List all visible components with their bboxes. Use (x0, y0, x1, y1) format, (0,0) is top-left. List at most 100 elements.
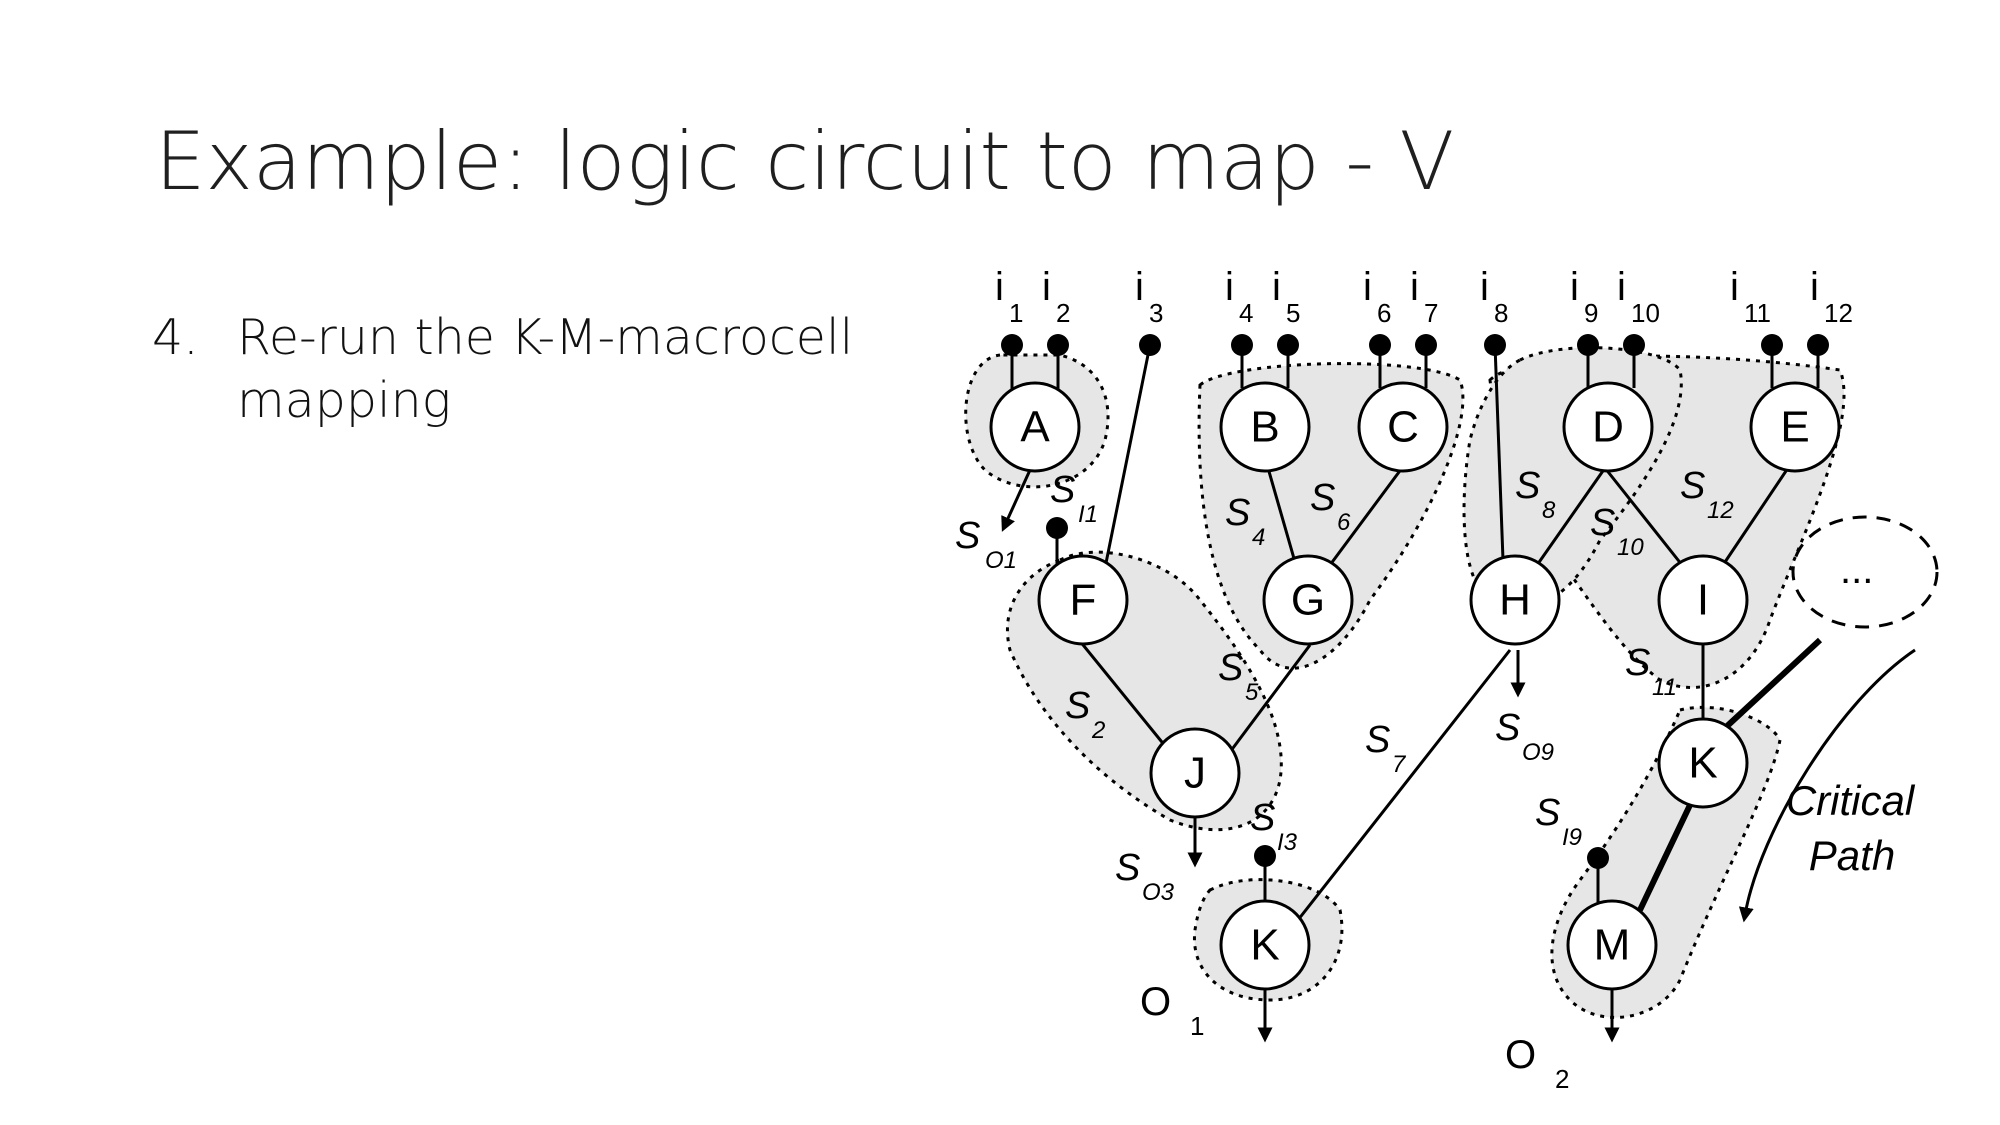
svg-text:S: S (1495, 707, 1520, 749)
signal-so1: SO1 (955, 515, 1017, 574)
svg-text:I1: I1 (1078, 501, 1098, 528)
svg-text:S: S (955, 515, 980, 557)
slide-title: Example: logic circuit to map - V (155, 115, 1455, 208)
input-label-i2: i2 (1042, 265, 1070, 328)
svg-text:S: S (1050, 469, 1075, 511)
input-label-i8: i8 (1480, 265, 1508, 328)
svg-text:i: i (1480, 265, 1489, 309)
bullet-number: 4. (152, 309, 199, 366)
signal-s8: S8 (1515, 465, 1556, 524)
signal-so3: SO3 (1115, 847, 1175, 906)
svg-text:S: S (1115, 847, 1140, 889)
svg-text:D: D (1592, 403, 1624, 452)
critical-path-label: Critical Path (1786, 777, 1916, 879)
node-k2: K (1657, 717, 1749, 809)
svg-text:S: S (1515, 465, 1540, 507)
svg-text:S: S (1065, 685, 1090, 727)
svg-text:S: S (1250, 797, 1275, 839)
svg-text:i: i (1363, 265, 1372, 309)
svg-text:12: 12 (1707, 497, 1734, 524)
svg-text:2: 2 (1056, 298, 1070, 328)
svg-text:Path: Path (1809, 832, 1895, 879)
svg-text:i: i (1570, 265, 1579, 309)
signal-s12: S12 (1680, 465, 1734, 524)
svg-text:11: 11 (1744, 298, 1771, 328)
svg-text:i: i (1272, 265, 1281, 309)
node-e: E (1749, 381, 1841, 473)
svg-text:I: I (1697, 576, 1709, 625)
svg-text:B: B (1250, 403, 1279, 452)
signal-si3: SI3 (1250, 797, 1298, 856)
input-label-i1: i1 (995, 265, 1023, 328)
svg-text:A: A (1020, 403, 1050, 452)
input-labels: i1 i2 i3 i4 i5 i6 i7 i8 i9 i10 i11 i12 (995, 265, 1853, 328)
signal-s6: S6 (1310, 477, 1351, 536)
svg-text:3: 3 (1149, 298, 1163, 328)
svg-text:O: O (1505, 1033, 1536, 1077)
svg-text:K: K (1688, 739, 1717, 788)
svg-text:O9: O9 (1522, 739, 1554, 766)
node-i: I (1657, 554, 1749, 646)
signal-s10: S10 (1590, 502, 1644, 561)
ellipsis-label: ... (1840, 548, 1873, 592)
signal-s5: S5 (1218, 647, 1259, 706)
svg-text:I9: I9 (1562, 824, 1582, 851)
svg-text:4: 4 (1239, 298, 1253, 328)
bullet-text: Re-run the K-M-macrocell mapping (237, 309, 854, 429)
svg-text:2: 2 (1091, 717, 1105, 744)
node-a: A (989, 381, 1081, 473)
svg-text:4: 4 (1252, 524, 1265, 551)
input-label-i3: i3 (1135, 265, 1163, 328)
signal-s7: S7 (1365, 719, 1407, 778)
node-g: G (1262, 554, 1354, 646)
node-f: F (1037, 554, 1129, 646)
svg-text:i: i (1042, 265, 1051, 309)
svg-text:C: C (1387, 403, 1419, 452)
svg-text:S: S (1625, 642, 1650, 684)
svg-text:1: 1 (1009, 298, 1023, 328)
input-label-i6: i6 (1363, 265, 1391, 328)
svg-text:F: F (1070, 576, 1097, 625)
node-d: D (1562, 381, 1654, 473)
svg-text:i: i (1225, 265, 1234, 309)
svg-text:S: S (1590, 502, 1615, 544)
svg-text:S: S (1365, 719, 1390, 761)
svg-text:S: S (1535, 792, 1560, 834)
node-b: B (1219, 381, 1311, 473)
svg-text:8: 8 (1494, 298, 1508, 328)
svg-text:Critical: Critical (1786, 777, 1916, 824)
svg-text:8: 8 (1542, 497, 1556, 524)
svg-text:E: E (1780, 403, 1809, 452)
svg-text:i: i (995, 265, 1004, 309)
input-dots (1001, 334, 1829, 869)
svg-text:10: 10 (1631, 298, 1660, 328)
more-region (1791, 515, 1939, 629)
svg-text:7: 7 (1424, 298, 1438, 328)
svg-text:S: S (1218, 647, 1243, 689)
svg-text:S: S (1310, 477, 1335, 519)
input-label-i12: i12 (1810, 265, 1853, 328)
signal-si1: SI1 (1050, 469, 1098, 528)
signal-s2: S2 (1065, 685, 1105, 744)
node-j: J (1149, 727, 1241, 819)
node-k1: K (1219, 899, 1311, 991)
svg-text:11: 11 (1652, 674, 1677, 701)
svg-text:i: i (1617, 265, 1626, 309)
signal-s11: S11 (1625, 642, 1677, 701)
edges (1001, 344, 1916, 1043)
input-label-i7: i7 (1410, 265, 1438, 328)
svg-text:7: 7 (1392, 751, 1407, 778)
svg-text:12: 12 (1824, 298, 1853, 328)
output-o1: O1 (1140, 980, 1204, 1041)
output-o2: O2 (1505, 1033, 1569, 1090)
svg-text:2: 2 (1555, 1064, 1569, 1090)
svg-text:5: 5 (1286, 298, 1300, 328)
svg-text:i: i (1135, 265, 1144, 309)
svg-text:i: i (1410, 265, 1419, 309)
input-label-i11: i11 (1730, 265, 1771, 328)
node-c: C (1357, 381, 1449, 473)
node-m: M (1566, 899, 1658, 991)
signal-s4: S4 (1225, 492, 1265, 551)
svg-text:i: i (1730, 265, 1739, 309)
svg-text:H: H (1499, 576, 1531, 625)
